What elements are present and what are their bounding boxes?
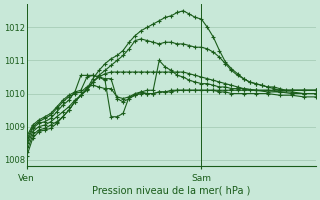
X-axis label: Pression niveau de la mer( hPa ): Pression niveau de la mer( hPa ) xyxy=(92,186,251,196)
